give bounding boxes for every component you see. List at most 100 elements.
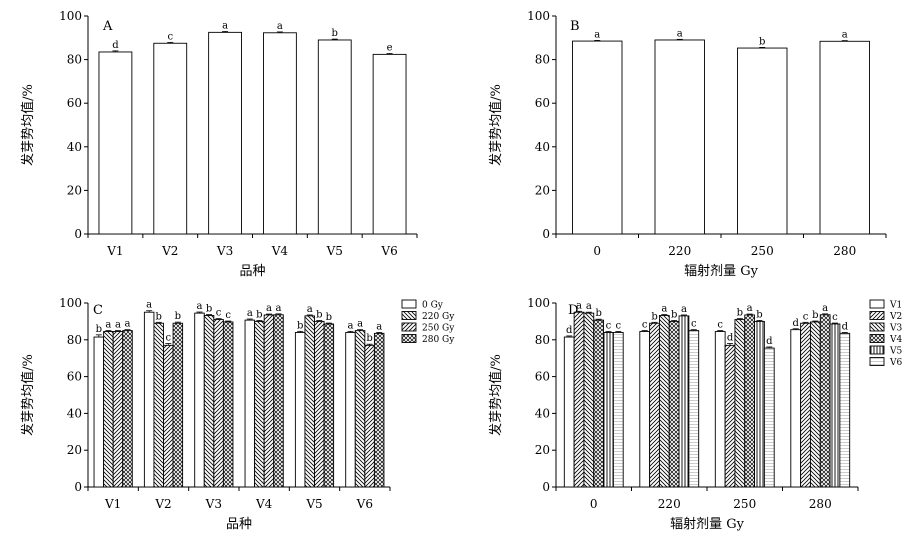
bar [153,42,188,235]
significance-label: a [307,304,313,315]
significance-label: a [277,21,283,32]
bar [222,321,234,488]
significance-label: b [366,333,372,344]
bar [194,312,205,488]
bar [829,323,841,488]
significance-label: b [756,309,762,320]
bar [323,323,335,488]
y-tick-label: 100 [59,9,82,23]
significance-label: a [822,303,828,314]
y-tick-label: 40 [535,140,550,154]
y-tick-label: 60 [535,96,550,110]
bar [372,53,407,235]
y-tick-label: 80 [535,333,550,347]
legend-label: 220 Gy [422,312,455,322]
legend-swatch [869,357,885,366]
y-axis-label: 发芽势均值/% [20,84,36,166]
bar [649,322,660,488]
y-axis-label: 发芽势均值/% [20,354,36,436]
significance-label: c [615,321,621,332]
y-tick-label: 80 [67,53,82,67]
bar [354,330,366,488]
x-tick-label: 280 [833,244,856,258]
significance-label: a [125,319,131,330]
significance-label: d [842,321,849,332]
panel-label: A [102,19,113,34]
x-tick-label: 0 [593,244,601,258]
significance-label: a [197,301,203,312]
bar [364,344,375,488]
bar [639,331,651,488]
y-axis-label: 发芽势均值/% [488,84,504,166]
bar [819,40,870,235]
y-tick-label: 100 [59,296,82,310]
significance-label: b [206,304,212,315]
x-tick-label: 250 [733,497,756,511]
bar [345,331,356,488]
legend-label: V1 [889,301,902,311]
x-tick-label: V1 [104,497,121,511]
y-tick-label: 80 [535,53,550,67]
legend-swatch [869,322,885,332]
bar [754,320,765,488]
y-tick-label: 40 [67,406,82,420]
significance-label: b [156,311,162,322]
bar [737,47,788,235]
significance-label: b [595,308,601,319]
significance-label: c [167,31,173,42]
legend-label: 250 Gy [422,324,455,334]
y-tick-label: 60 [535,370,550,384]
bar [654,39,705,235]
bar [839,332,851,488]
significance-label: a [594,29,600,40]
significance-label: d [566,325,573,336]
bar [563,336,575,488]
panel-label: D [568,303,578,318]
x-tick-label: 220 [668,244,691,258]
x-tick-label: V1 [106,244,123,258]
x-tick-label: V4 [255,497,273,511]
significance-label: a [266,303,272,314]
bar [103,331,114,488]
y-tick-label: 20 [67,183,82,197]
x-axis-label: 辐射剂量 Gy [684,263,759,279]
significance-label: c [832,312,838,323]
significance-label: b [759,36,765,47]
significance-label: a [586,301,592,312]
legend-swatch [869,334,885,343]
bar [213,319,224,488]
bar [714,331,726,488]
significance-label: b [326,312,332,323]
significance-label: a [576,300,582,311]
bar [143,311,155,488]
significance-label: c [642,320,648,331]
significance-label: a [348,320,354,331]
bar [593,319,605,488]
y-tick-label: 100 [527,9,550,23]
panel-label: B [570,19,580,34]
x-tick-label: V6 [380,244,397,258]
bar [112,331,124,488]
y-tick-label: 0 [74,227,82,241]
significance-label: c [165,332,171,343]
significance-label: a [105,320,111,331]
bar [763,347,775,488]
x-axis-label: 品种 [226,517,252,532]
bar [573,311,585,488]
bar [572,40,623,235]
bar [612,331,624,488]
legend-label: V5 [889,347,902,357]
bar [244,319,256,488]
bar [254,320,265,488]
significance-label: b [332,28,338,39]
legend-swatch [869,299,885,309]
x-tick-label: 280 [809,497,832,511]
significance-label: a [842,30,848,41]
bar [153,322,164,488]
y-axis-label: 发芽势均值/% [488,354,504,436]
x-tick-label: V5 [305,497,322,511]
bar [172,322,184,488]
y-tick-label: 80 [67,333,82,347]
